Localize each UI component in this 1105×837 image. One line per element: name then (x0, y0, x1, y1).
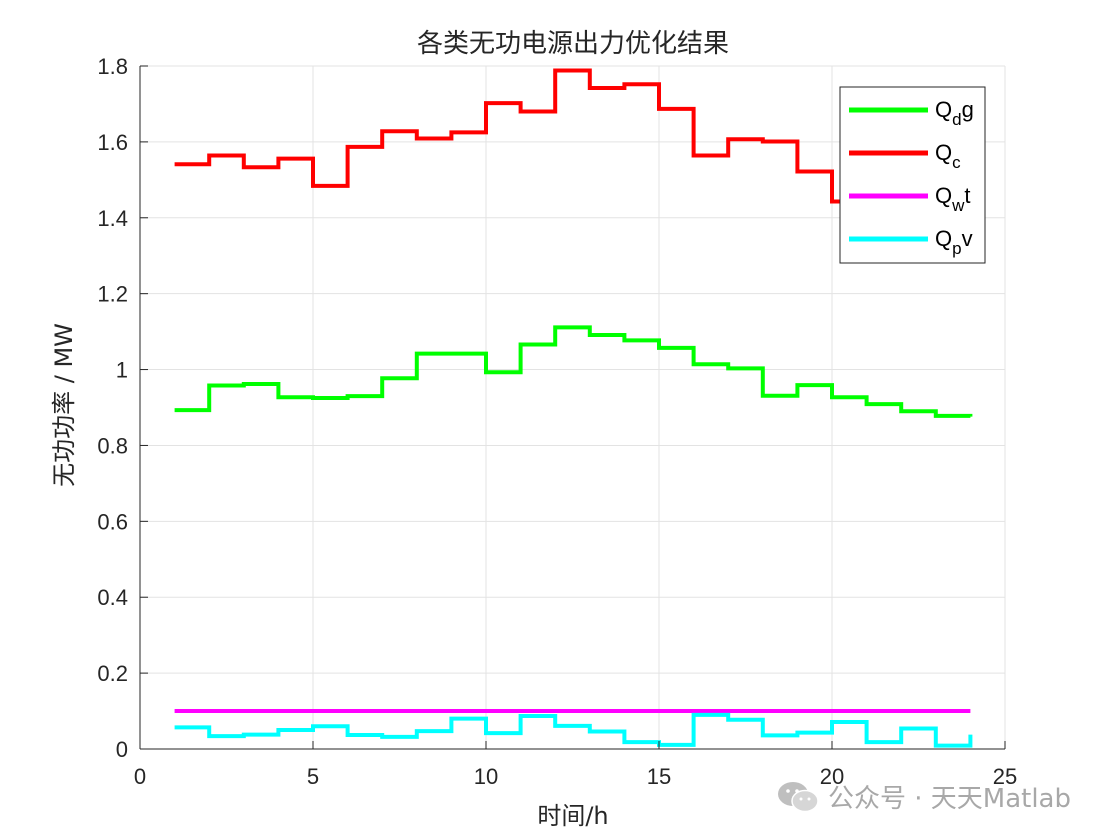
legend: Qdg Qc Qwt Qpv (839, 86, 986, 264)
legend-box (839, 86, 986, 264)
series-line-qdg (174, 325, 973, 418)
series-line-qpv (174, 712, 973, 748)
y-tick-label: 0.4 (97, 585, 128, 610)
x-tick-label: 25 (993, 764, 1017, 789)
y-tick-label: 1 (116, 358, 128, 383)
legend-label: Qc (935, 140, 961, 172)
y-tick-label: 0.6 (97, 509, 128, 534)
watermark-text: 公众号 · 天天Matlab (827, 784, 1071, 814)
y-tick-label: 0.8 (97, 433, 128, 458)
y-tick-label: 0 (116, 737, 128, 762)
y-tick-label: 1.8 (97, 54, 128, 79)
x-axis-title: 时间/h (537, 802, 608, 830)
y-tick-label: 1.4 (97, 206, 128, 231)
x-tick-label: 0 (134, 764, 146, 789)
x-tick-label: 20 (820, 764, 844, 789)
x-tick-label: 10 (474, 764, 498, 789)
y-axis-title: 无功功率 / MW (50, 323, 78, 487)
x-tick-label: 5 (307, 764, 319, 789)
legend-label: Qpv (935, 226, 973, 258)
legend-label: Qdg (935, 97, 974, 129)
legend-label: Qwt (935, 183, 971, 215)
y-tick-label: 0.2 (97, 661, 128, 686)
wechat-icon (777, 781, 819, 812)
axes (139, 65, 1006, 750)
chart-title: 各类无功电源出力优化结果 (417, 29, 729, 59)
watermark: 公众号 · 天天Matlab (776, 778, 1071, 815)
x-tick-label: 15 (647, 764, 671, 789)
y-tick-label: 1.2 (97, 282, 128, 307)
tick-labels: 0 5 10 15 20 25 0 0.2 0.4 0.6 0.8 1 1.2 1.4 1.6 1.8 (97, 54, 1017, 789)
y-tick-label: 1.6 (97, 130, 128, 155)
